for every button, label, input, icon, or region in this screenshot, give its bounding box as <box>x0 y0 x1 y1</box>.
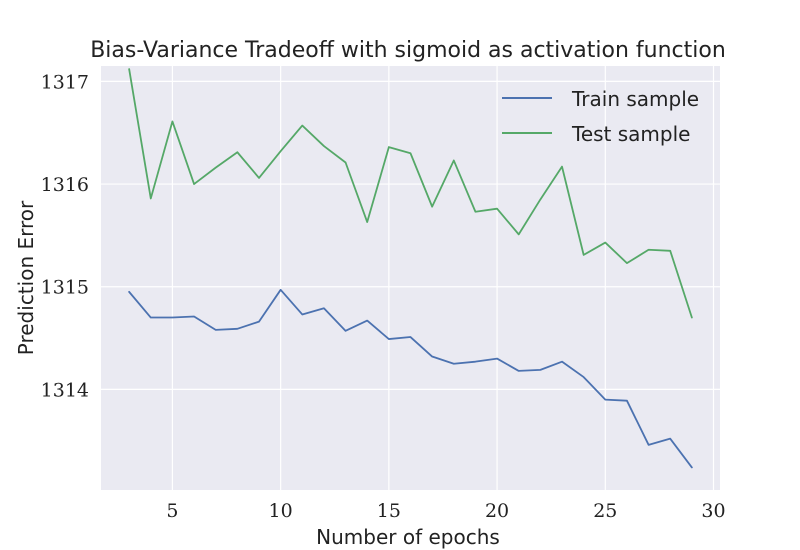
y-tick-label: 1314 <box>41 379 89 401</box>
x-axis-label: Number of epochs <box>316 525 500 549</box>
y-tick-label: 1317 <box>41 71 89 93</box>
legend-label-train: Train sample <box>571 87 699 111</box>
y-tick-label: 1315 <box>41 277 89 299</box>
legend-label-test: Test sample <box>571 122 690 146</box>
x-tick-label: 30 <box>701 500 725 522</box>
grid-lines <box>101 66 720 490</box>
x-tick-label: 15 <box>377 500 401 522</box>
series-layer <box>128 68 693 469</box>
chart-title: Bias-Variance Tradeoff with sigmoid as a… <box>90 38 726 63</box>
plot-area <box>101 66 720 490</box>
y-axis-label: Prediction Error <box>14 200 38 355</box>
x-tick-label: 25 <box>593 500 617 522</box>
x-tick-label: 5 <box>166 500 178 522</box>
series-line-test <box>128 68 693 319</box>
tick-labels: 5 10 15 20 25 30 1314 1315 1316 1317 <box>41 71 726 522</box>
legend: Train sample Test sample <box>502 87 699 146</box>
series-line-train <box>128 288 693 469</box>
y-tick-label: 1316 <box>41 174 89 196</box>
x-tick-label: 10 <box>269 500 293 522</box>
x-tick-label: 20 <box>485 500 509 522</box>
